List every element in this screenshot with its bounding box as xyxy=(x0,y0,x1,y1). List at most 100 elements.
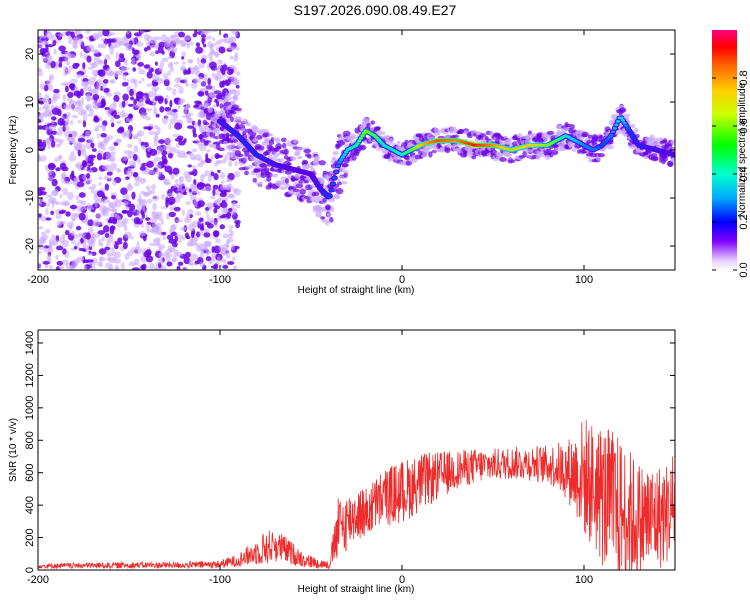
spectrogram-cell xyxy=(113,114,121,119)
spectrogram-cell xyxy=(142,235,147,242)
spectrogram-cell xyxy=(100,38,105,42)
spectrogram-cell xyxy=(205,248,210,257)
ridge-core xyxy=(311,176,316,180)
spectrogram-cell xyxy=(122,74,127,82)
spectrogram-cell xyxy=(153,138,158,147)
spectrogram-cell xyxy=(156,77,165,84)
spectrogram-cell xyxy=(173,112,179,120)
spectrogram-cell xyxy=(76,205,84,213)
spectrogram-cell xyxy=(292,188,300,193)
spectrogram-cell xyxy=(433,127,439,133)
spectrogram-cell xyxy=(139,230,146,237)
spectrogram-cell xyxy=(113,258,122,264)
ridge-core xyxy=(609,133,614,137)
spectrogram-cell xyxy=(263,167,270,173)
spectrogram-cell xyxy=(225,240,230,248)
spectrogram-cell xyxy=(139,165,146,171)
spectrogram-cell xyxy=(83,206,89,211)
spectrogram-cell xyxy=(228,207,233,212)
ridge-core xyxy=(334,170,339,174)
spectrogram-cell xyxy=(127,167,133,175)
spectrogram-cell xyxy=(137,159,141,165)
spectrogram-cell xyxy=(290,156,297,162)
spectrogram-cell xyxy=(178,140,186,146)
spectrogram-cell xyxy=(445,143,453,148)
spectrogram-cell xyxy=(223,140,228,145)
spectrogram-cell xyxy=(381,131,386,135)
spectrogram-cell xyxy=(191,148,198,153)
spectrogram-cell xyxy=(41,234,49,241)
spectrogram-ylabel: Frequency (Hz) xyxy=(8,116,19,185)
spectrogram-cell xyxy=(213,162,219,167)
spectrogram-cell xyxy=(187,67,191,75)
spectrogram-cell xyxy=(205,85,213,90)
spectrogram-cell xyxy=(173,206,181,212)
spectrogram-cell xyxy=(230,243,235,251)
spectrogram-cell xyxy=(138,193,142,202)
spectrogram-cell xyxy=(85,105,90,111)
spectrogram-cell xyxy=(38,67,42,72)
spectrogram-cell xyxy=(74,234,78,240)
snr-x-ticks: -200 -100 0 100 xyxy=(27,330,593,586)
spectrogram-cell xyxy=(471,155,477,160)
spectrogram-cell xyxy=(217,256,221,262)
spectrogram-cell xyxy=(130,246,139,253)
spectrogram-cell xyxy=(148,263,156,270)
spectrogram-cell xyxy=(571,147,577,152)
spectrogram-cell xyxy=(252,177,257,183)
spectrogram-cell xyxy=(86,44,95,52)
spectrogram-cell xyxy=(45,217,52,221)
spectrogram-cell xyxy=(161,193,165,201)
spectrogram-cell xyxy=(234,160,238,167)
spectrogram-cell xyxy=(160,218,164,226)
spectrogram-cell xyxy=(130,96,135,101)
spectrogram-cell xyxy=(109,44,117,49)
spectrogram-cell xyxy=(85,173,91,179)
spectrogram-cell xyxy=(299,188,307,195)
spectrogram-cell xyxy=(230,110,237,115)
spectrogram-cell xyxy=(148,170,155,175)
spectrogram-cell xyxy=(229,56,234,60)
spectrogram-cell xyxy=(93,116,100,123)
spectrogram-cell xyxy=(52,39,57,47)
spectrogram-cell xyxy=(163,158,168,165)
spectrogram-cell xyxy=(341,181,348,185)
spectrogram-cell xyxy=(223,36,231,44)
spectrogram-cell xyxy=(64,123,68,130)
spectrogram-cell xyxy=(45,126,49,131)
spectrogram-cell xyxy=(55,212,62,220)
spectrogram-cell xyxy=(143,94,147,102)
snr-series-line xyxy=(38,419,675,570)
spectrogram-cell xyxy=(178,86,184,95)
spectrogram-cell xyxy=(177,261,184,266)
spectrogram-cell xyxy=(74,106,80,112)
spectrogram-cell xyxy=(128,160,137,167)
spectrogram-cell xyxy=(75,30,80,35)
spectrogram-cell xyxy=(165,94,169,102)
spectrogram-cell xyxy=(182,236,186,241)
spectrogram-cell xyxy=(78,192,86,198)
spectrogram-cell xyxy=(110,162,118,170)
spectrogram-cell xyxy=(222,233,230,239)
spectrogram-cell xyxy=(186,43,190,49)
spectrogram-cell xyxy=(206,148,211,153)
spectrogram-cell xyxy=(82,62,86,70)
spectrogram-cell xyxy=(83,265,88,270)
spectrogram-cell xyxy=(91,183,96,189)
spectrogram-cell xyxy=(178,99,184,106)
spectrogram-cell xyxy=(73,262,79,267)
spectrogram-cell xyxy=(133,182,140,187)
spectrogram-cell xyxy=(143,126,151,130)
spectrogram-cell xyxy=(180,67,186,71)
spectrogram-cell xyxy=(116,127,125,134)
spectrogram-cell xyxy=(85,30,91,34)
spectrogram-cell xyxy=(221,158,227,164)
spectrogram-cell xyxy=(106,171,113,176)
spectrogram-cell xyxy=(39,47,47,55)
spectrogram-cell xyxy=(192,168,198,177)
spectrogram-cell xyxy=(135,41,144,47)
spectrogram-cell xyxy=(50,210,55,216)
spectrogram-cell xyxy=(131,191,136,200)
snr-panel: -200 -100 0 100 0 200 400 600 800 1000 1200 1400 H… xyxy=(8,329,676,595)
spectrogram-cell xyxy=(260,162,268,169)
